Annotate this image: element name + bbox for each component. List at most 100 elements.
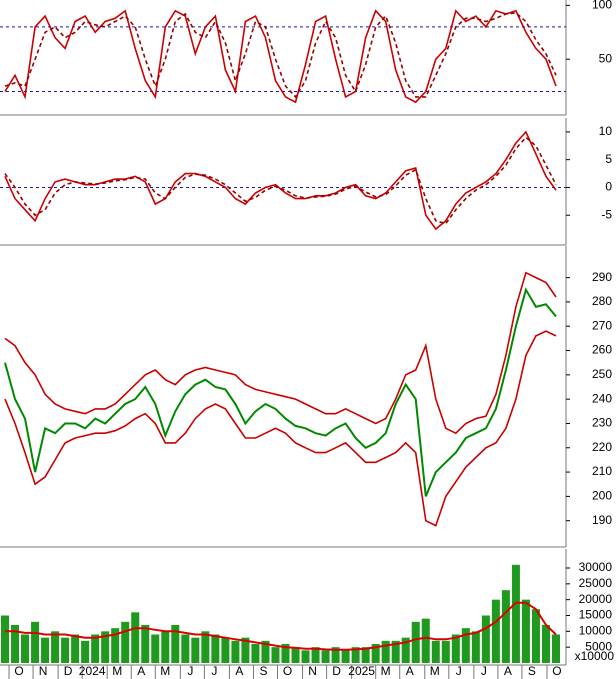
x-tick-label: S [259,664,267,678]
x-tick-label: A [235,664,243,678]
bar [381,640,390,663]
bar [521,599,530,663]
y-tick-label: 30000 [579,560,613,574]
bar [291,647,300,663]
bar [201,631,210,663]
y-tick-label: 220 [592,440,612,454]
bar [111,628,120,663]
x-tick-label: A [137,664,145,678]
series-line [4,136,557,225]
y-tick-label: 20000 [579,592,613,606]
bar [171,625,180,663]
unit-label: x10000 [575,649,615,663]
bar [391,640,400,663]
bar [351,647,360,663]
x-tick-label: N [39,664,48,678]
y-tick-label: 190 [592,513,612,527]
x-tick-label: J [481,664,487,678]
bar [181,634,190,663]
bar [481,615,490,663]
x-tick-label: D [64,664,73,678]
bar [301,650,310,663]
bar [531,609,540,663]
bar [11,625,20,663]
bar [241,637,250,663]
x-tick-label: M [381,664,391,678]
bar [281,644,290,663]
bar [271,647,280,663]
bar [321,650,330,663]
x-tick-label: 2024 [79,664,106,678]
x-tick-label: M [160,664,170,678]
bar [121,621,130,663]
x-tick-label: M [430,664,440,678]
bar [541,625,550,663]
bar [1,615,10,663]
y-tick-label: 5000 [585,639,612,653]
bar [441,640,450,663]
y-tick-label: 50 [599,51,613,65]
x-tick-label: M [112,664,122,678]
x-tick-label: 2025 [348,664,375,678]
bar [501,590,510,663]
x-tick-label: A [406,664,414,678]
x-tick-label: J [211,664,217,678]
x-tick-label: D [332,664,341,678]
bar [371,644,380,663]
bar [61,637,70,663]
bar [91,634,100,663]
bar [161,631,170,663]
y-tick-label: 10000 [579,624,613,638]
y-tick-label: -5 [601,207,612,221]
bar [191,637,200,663]
bar [511,564,520,663]
y-tick-label: 100 [592,0,612,12]
series-line [4,271,557,435]
x-tick-label: O [552,664,561,678]
y-tick-label: 0 [605,180,612,194]
bar [141,625,150,663]
y-tick-label: 270 [592,318,612,332]
bar [461,628,470,663]
bar [41,637,50,663]
bar [341,650,350,663]
series-line [5,601,557,651]
bar [21,634,30,663]
bar [51,631,60,663]
y-tick-label: 10 [599,124,613,138]
y-tick-label: 230 [592,416,612,430]
bar [31,621,40,663]
x-tick-label: O [283,664,292,678]
bar [71,634,80,663]
y-tick-label: 280 [592,294,612,308]
bar [471,631,480,663]
bar [411,621,420,663]
x-tick-label: N [308,664,317,678]
bar [311,647,320,663]
y-tick-label: 210 [592,464,612,478]
bar [211,634,220,663]
bar [231,640,240,663]
x-tick-label: J [456,664,462,678]
x-tick-label: S [528,664,536,678]
x-tick-label: J [187,664,193,678]
bar [81,640,90,663]
y-tick-label: 15000 [579,608,613,622]
bar [361,647,370,663]
y-tick-label: 5 [605,152,612,166]
y-tick-label: 290 [592,270,612,284]
x-tick-label: O [14,664,23,678]
bar [491,599,500,663]
bar [431,640,440,663]
bar [451,634,460,663]
series-line [4,330,557,527]
series-line [4,12,557,99]
bar [421,618,430,663]
y-tick-label: 200 [592,489,612,503]
bar [401,637,410,663]
bar [151,634,160,663]
bar [131,612,140,663]
series-line [4,287,557,497]
